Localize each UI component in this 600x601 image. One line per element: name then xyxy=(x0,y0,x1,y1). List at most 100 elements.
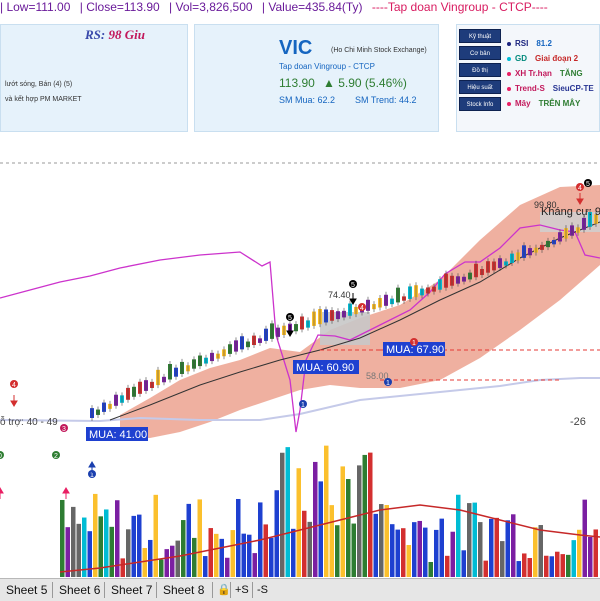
price-change: ▲ 5.90 (5.46%) xyxy=(323,76,407,90)
strategy-line-2: và kết hợp PM MARKET xyxy=(5,96,82,103)
sm-mua: SM Mua: 62.2 xyxy=(279,95,336,105)
lock-icon[interactable]: 🔒 xyxy=(212,582,231,598)
volume-bar xyxy=(527,558,532,577)
tab-sheet-7[interactable]: Sheet 7 xyxy=(104,582,152,598)
marker-circle-7 xyxy=(584,179,592,187)
volume-bar xyxy=(76,523,81,577)
volume-bar xyxy=(434,529,439,577)
down-arrow-3 xyxy=(349,293,357,305)
up-arrow-2 xyxy=(62,487,70,499)
volume-bar xyxy=(582,499,587,577)
down-arrow-2 xyxy=(286,325,294,337)
add-sheet-button[interactable]: +S xyxy=(230,582,249,598)
up-arrow-3 xyxy=(0,487,4,499)
volume-bar xyxy=(313,461,318,577)
close-text: | Close=113.90 xyxy=(79,0,160,14)
volume-bar xyxy=(467,503,472,577)
volume-bar xyxy=(82,517,87,577)
volume-bar xyxy=(362,454,367,577)
volume-bar xyxy=(296,468,301,577)
volume-bar xyxy=(450,531,455,577)
peak-price-label: 99.80 xyxy=(534,200,557,210)
tab-stock-info-button[interactable]: Stock Info xyxy=(459,97,501,111)
company-name: Tap doan Vingroup - CTCP xyxy=(279,62,375,71)
marker-9: 4 xyxy=(360,305,364,312)
tab-sheet-6[interactable]: Sheet 6 xyxy=(52,582,100,598)
indicator-value: SieuCP-TE xyxy=(552,84,594,93)
volume-bar xyxy=(511,514,516,577)
volume-bar xyxy=(252,553,257,577)
marker-circle-13 xyxy=(60,424,68,432)
marker-circle-5 xyxy=(286,313,294,321)
indicator-label: Mây xyxy=(515,99,531,108)
rs-value: 98 Giu xyxy=(108,27,145,42)
volume-bar xyxy=(203,556,208,577)
volume-bar xyxy=(478,522,483,577)
indicator-dot-icon xyxy=(507,86,511,91)
volume-bar xyxy=(566,554,571,577)
chart-canvas[interactable]: MUA: 41.00 MUA: 60.90 MUA: 67.90 99.80 K… xyxy=(0,137,600,577)
volume-bar xyxy=(318,481,323,577)
volume-bar xyxy=(461,550,466,577)
volume-bar xyxy=(291,528,296,577)
indicator-label: Trend-S xyxy=(515,84,545,93)
volume-bar xyxy=(120,558,125,577)
volume-bar xyxy=(593,529,598,577)
tab-hieu-suat-button[interactable]: Hiệu suất xyxy=(459,80,501,94)
indicator-value: Giai đoạn 2 xyxy=(535,54,579,63)
volume-bar xyxy=(186,503,191,577)
volume-bar xyxy=(555,551,560,577)
tab-co-ban-button[interactable]: Cơ bản xyxy=(459,46,501,60)
strategy-line-1: lướt sóng, Bán (4) (5) xyxy=(5,81,73,88)
volume-bar xyxy=(274,490,279,577)
last-price: 113.90 xyxy=(279,76,315,90)
volume-bar xyxy=(335,525,340,577)
volume-bar xyxy=(109,526,114,577)
marker-circle-1 xyxy=(299,400,307,408)
price-chart[interactable]: MUA: 41.00 MUA: 60.90 MUA: 67.90 99.80 K… xyxy=(0,137,600,577)
volume-bar xyxy=(538,525,543,577)
buy-signal-3-box xyxy=(383,342,445,356)
stock-summary-panel: VIC (Ho Chi Minh Stock Exchange) Tap doa… xyxy=(194,24,439,132)
volume-bar xyxy=(181,520,186,577)
marker-2: 1 xyxy=(386,380,390,387)
tab-ky-thuat-button[interactable]: Kỹ thuật xyxy=(459,29,501,43)
volume-bar xyxy=(219,538,224,577)
remove-sheet-button[interactable]: -S xyxy=(252,582,268,598)
volume-bar xyxy=(522,553,527,577)
volume-bar xyxy=(516,561,521,577)
exchange-label: (Ho Chi Minh Stock Exchange) xyxy=(331,47,427,54)
indicator-row: Mây TRÊN MÂY xyxy=(507,99,580,108)
candles-group xyxy=(90,208,598,421)
volume-bars-group xyxy=(60,445,598,577)
volume-bar xyxy=(148,539,153,577)
down-arrow-4 xyxy=(576,193,584,205)
volume-bar xyxy=(489,518,494,577)
indicator-row: Trend-S SieuCP-TE xyxy=(507,84,594,93)
volume-bar xyxy=(175,540,180,577)
tab-do-thi-button[interactable]: Đồ thị xyxy=(459,63,501,77)
marker-13: 3 xyxy=(62,426,66,433)
volume-ma-line xyxy=(59,504,600,573)
marker-10: 4 xyxy=(578,185,582,192)
marker-circle-2 xyxy=(384,378,392,386)
volume-bar xyxy=(390,524,395,577)
volume-bar xyxy=(98,516,103,577)
marker-circle-8 xyxy=(10,380,18,388)
indicator-dot-icon xyxy=(507,41,511,46)
volume-bar xyxy=(439,518,444,577)
buy-signal-3: MUA: 67.90 xyxy=(386,344,444,356)
volume-text: | Vol=3,826,500 xyxy=(169,0,253,14)
volume-bar xyxy=(280,452,285,577)
indicator-value: TRÊN MÂY xyxy=(538,99,581,108)
volume-bar xyxy=(170,545,175,577)
volume-bar xyxy=(263,524,268,577)
marker-8: 4 xyxy=(12,382,16,389)
marker-4: 1 xyxy=(412,340,416,347)
volume-bar xyxy=(65,527,70,577)
tab-sheet-8[interactable]: Sheet 8 xyxy=(156,582,204,598)
tab-sheet-5[interactable]: Sheet 5 xyxy=(6,583,48,597)
value-text: | Value=435.84(Ty) xyxy=(261,0,363,14)
marker-circle-10 xyxy=(576,183,584,191)
volume-bar xyxy=(533,527,538,577)
